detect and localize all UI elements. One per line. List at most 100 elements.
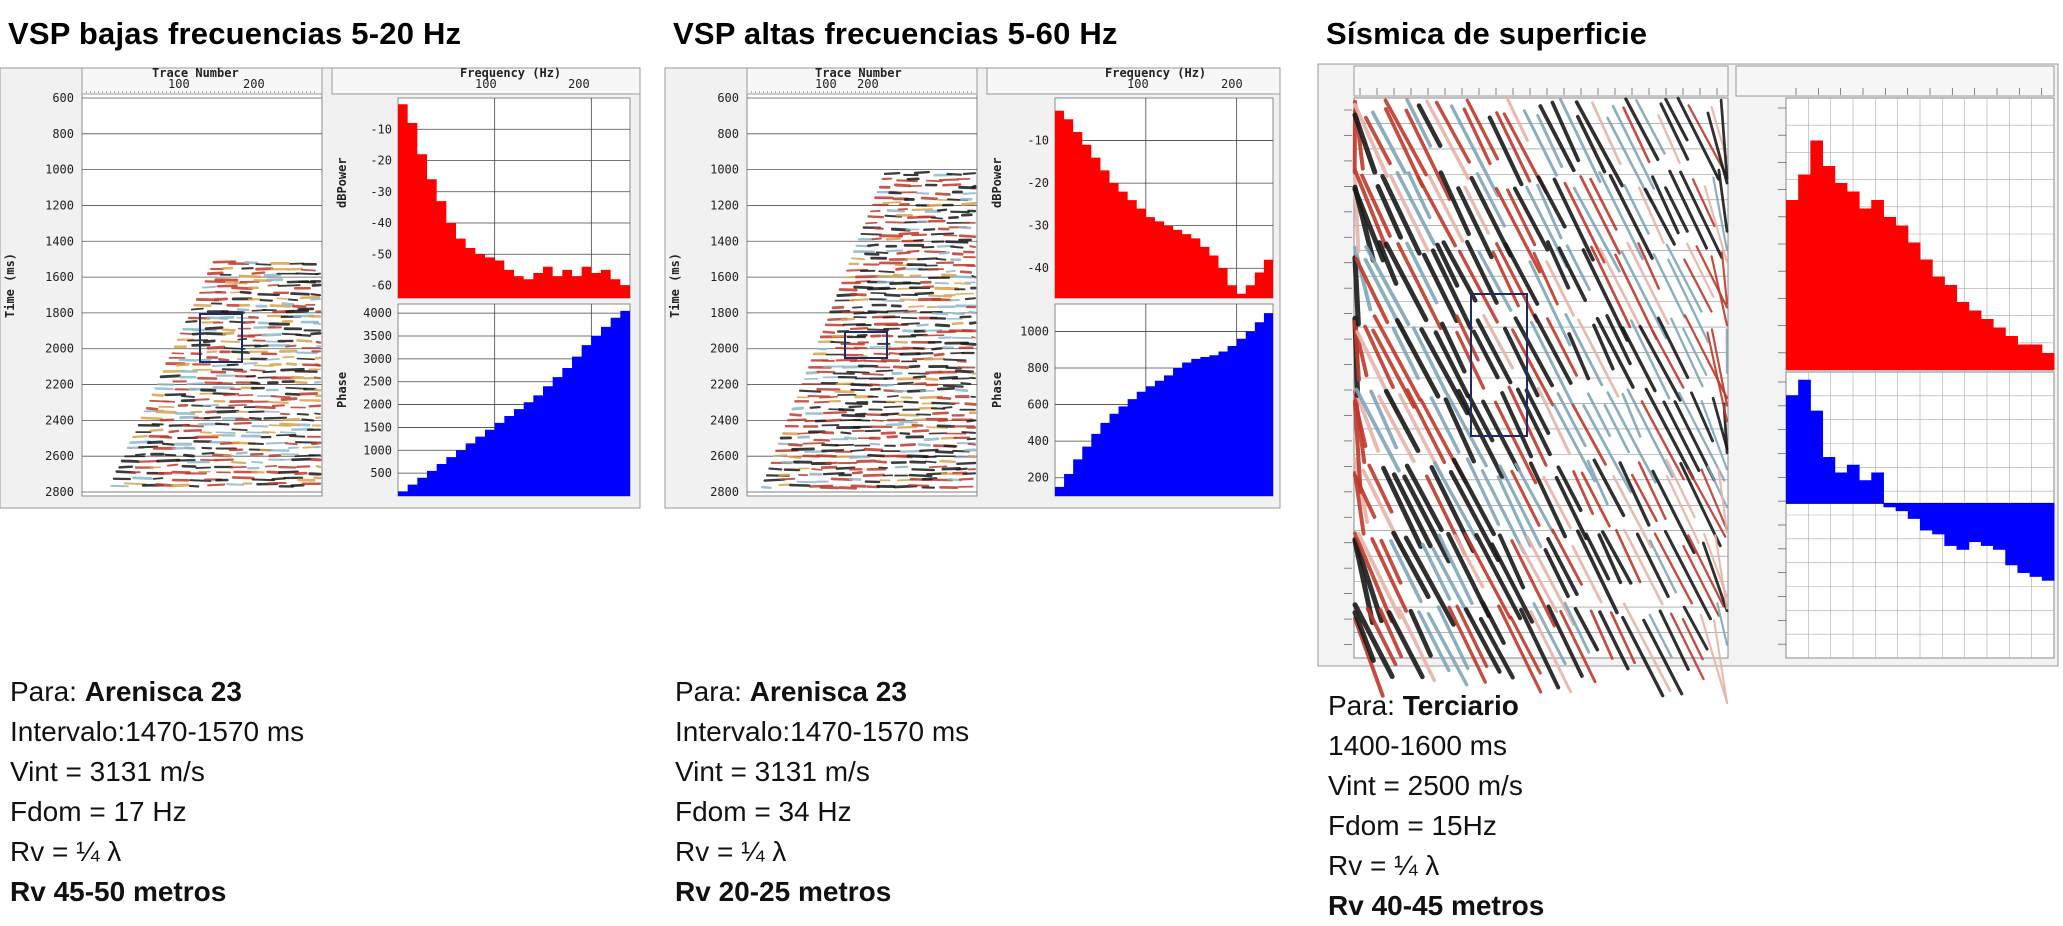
- wavelet: [249, 443, 263, 444]
- wavelet: [895, 486, 916, 487]
- wavelet: [873, 420, 883, 421]
- wavelet: [235, 423, 251, 424]
- wavelet: [873, 238, 881, 239]
- wavelet: [186, 321, 196, 322]
- wavelet: [208, 347, 224, 348]
- wavelet: [853, 472, 862, 473]
- wavelet: [316, 365, 320, 366]
- wavelet: [296, 473, 306, 474]
- phase-tick-label: 800: [1027, 361, 1049, 375]
- time-tick-label: 1200: [45, 198, 74, 212]
- wavelet: [313, 285, 320, 286]
- time-axis-label: Time (ms): [3, 253, 17, 318]
- wavelet: [206, 328, 222, 329]
- wavelet: [851, 360, 865, 361]
- wavelet: [949, 217, 957, 218]
- wavelet: [232, 429, 246, 430]
- power-bar: [1981, 319, 1994, 370]
- wavelet: [282, 399, 296, 400]
- time-tick-label: 2800: [710, 485, 739, 499]
- wavelet: [951, 300, 959, 301]
- wavelet: [951, 247, 963, 248]
- wavelet: [935, 354, 943, 355]
- wavelet: [972, 337, 975, 338]
- wavelet: [769, 469, 781, 470]
- wavelet: [800, 391, 820, 392]
- wavelet: [955, 283, 970, 284]
- fdom-line: Fdom = 34 Hz: [675, 792, 969, 832]
- power-bar: [1859, 209, 1872, 371]
- wavelet: [941, 461, 956, 462]
- wavelet: [281, 424, 299, 425]
- wavelet: [914, 240, 923, 241]
- vint-line: Vint = 3131 m/s: [10, 752, 304, 792]
- wavelet: [268, 402, 288, 403]
- time-tick-label: 2400: [45, 413, 74, 427]
- wavelet: [263, 335, 280, 336]
- wavelet: [886, 222, 905, 223]
- wavelet: [216, 424, 228, 425]
- para-prefix: Para:: [10, 676, 85, 707]
- wavelet: [868, 455, 884, 456]
- wavelet: [296, 382, 307, 383]
- wavelet: [120, 467, 132, 468]
- wavelet: [298, 414, 308, 415]
- wavelet: [161, 376, 179, 377]
- phase-tick-label: 600: [1027, 398, 1049, 412]
- power-bar: [1786, 200, 1799, 370]
- wavelet: [192, 309, 203, 310]
- wavelet: [938, 398, 950, 399]
- wavelet: [311, 294, 320, 295]
- wavelet: [958, 361, 966, 362]
- para-line: Para: Arenisca 23: [675, 672, 969, 712]
- wavelet: [943, 184, 960, 185]
- wavelet: [807, 372, 818, 373]
- wavelet: [928, 205, 940, 206]
- wavelet: [845, 438, 856, 439]
- wavelet: [190, 486, 198, 487]
- wavelet: [206, 412, 215, 413]
- wavelet: [956, 390, 966, 391]
- wavelet: [827, 420, 841, 421]
- wavelet: [222, 341, 239, 342]
- wavelet: [964, 173, 975, 174]
- wavelet: [222, 312, 244, 313]
- wavelet: [812, 469, 822, 470]
- time-tick-label: 2200: [45, 378, 74, 392]
- wavelet: [803, 443, 824, 444]
- wavelet: [917, 193, 928, 194]
- wavelet: [204, 341, 214, 342]
- trace-axis-label: Trace Number: [152, 66, 239, 80]
- wavelet: [205, 417, 220, 418]
- phase-bar: [1835, 472, 1848, 503]
- wavelet: [899, 422, 917, 423]
- wavelet: [224, 394, 238, 395]
- phase-tick-label: 3500: [363, 329, 392, 343]
- wavelet: [238, 395, 252, 396]
- wavelet: [187, 383, 203, 384]
- wavelet: [915, 172, 929, 173]
- wavelet: [820, 397, 837, 398]
- power-tick-label: -60: [370, 279, 392, 293]
- wavelet: [251, 383, 259, 384]
- wavelet: [849, 406, 861, 407]
- wavelet: [918, 325, 928, 326]
- wavelet: [885, 295, 899, 296]
- wavelet: [166, 455, 176, 456]
- wavelet: [185, 430, 201, 431]
- wavelet: [227, 484, 243, 485]
- time-tick-label: 1800: [45, 306, 74, 320]
- fdom-line: Fdom = 15Hz: [1328, 806, 1544, 846]
- wavelet: [970, 246, 975, 247]
- power-axis-label: dBPower: [990, 157, 1004, 208]
- power-bar: [2005, 336, 2018, 370]
- phase-bar: [2005, 503, 2018, 565]
- wavelet: [894, 367, 907, 368]
- wavelet: [301, 297, 319, 298]
- wavelet: [215, 299, 226, 300]
- wavelet: [836, 391, 853, 392]
- phase-axis-label: Phase: [335, 372, 349, 408]
- wavelet: [930, 466, 947, 467]
- phase-tick-label: 3000: [363, 352, 392, 366]
- wavelet: [193, 333, 204, 334]
